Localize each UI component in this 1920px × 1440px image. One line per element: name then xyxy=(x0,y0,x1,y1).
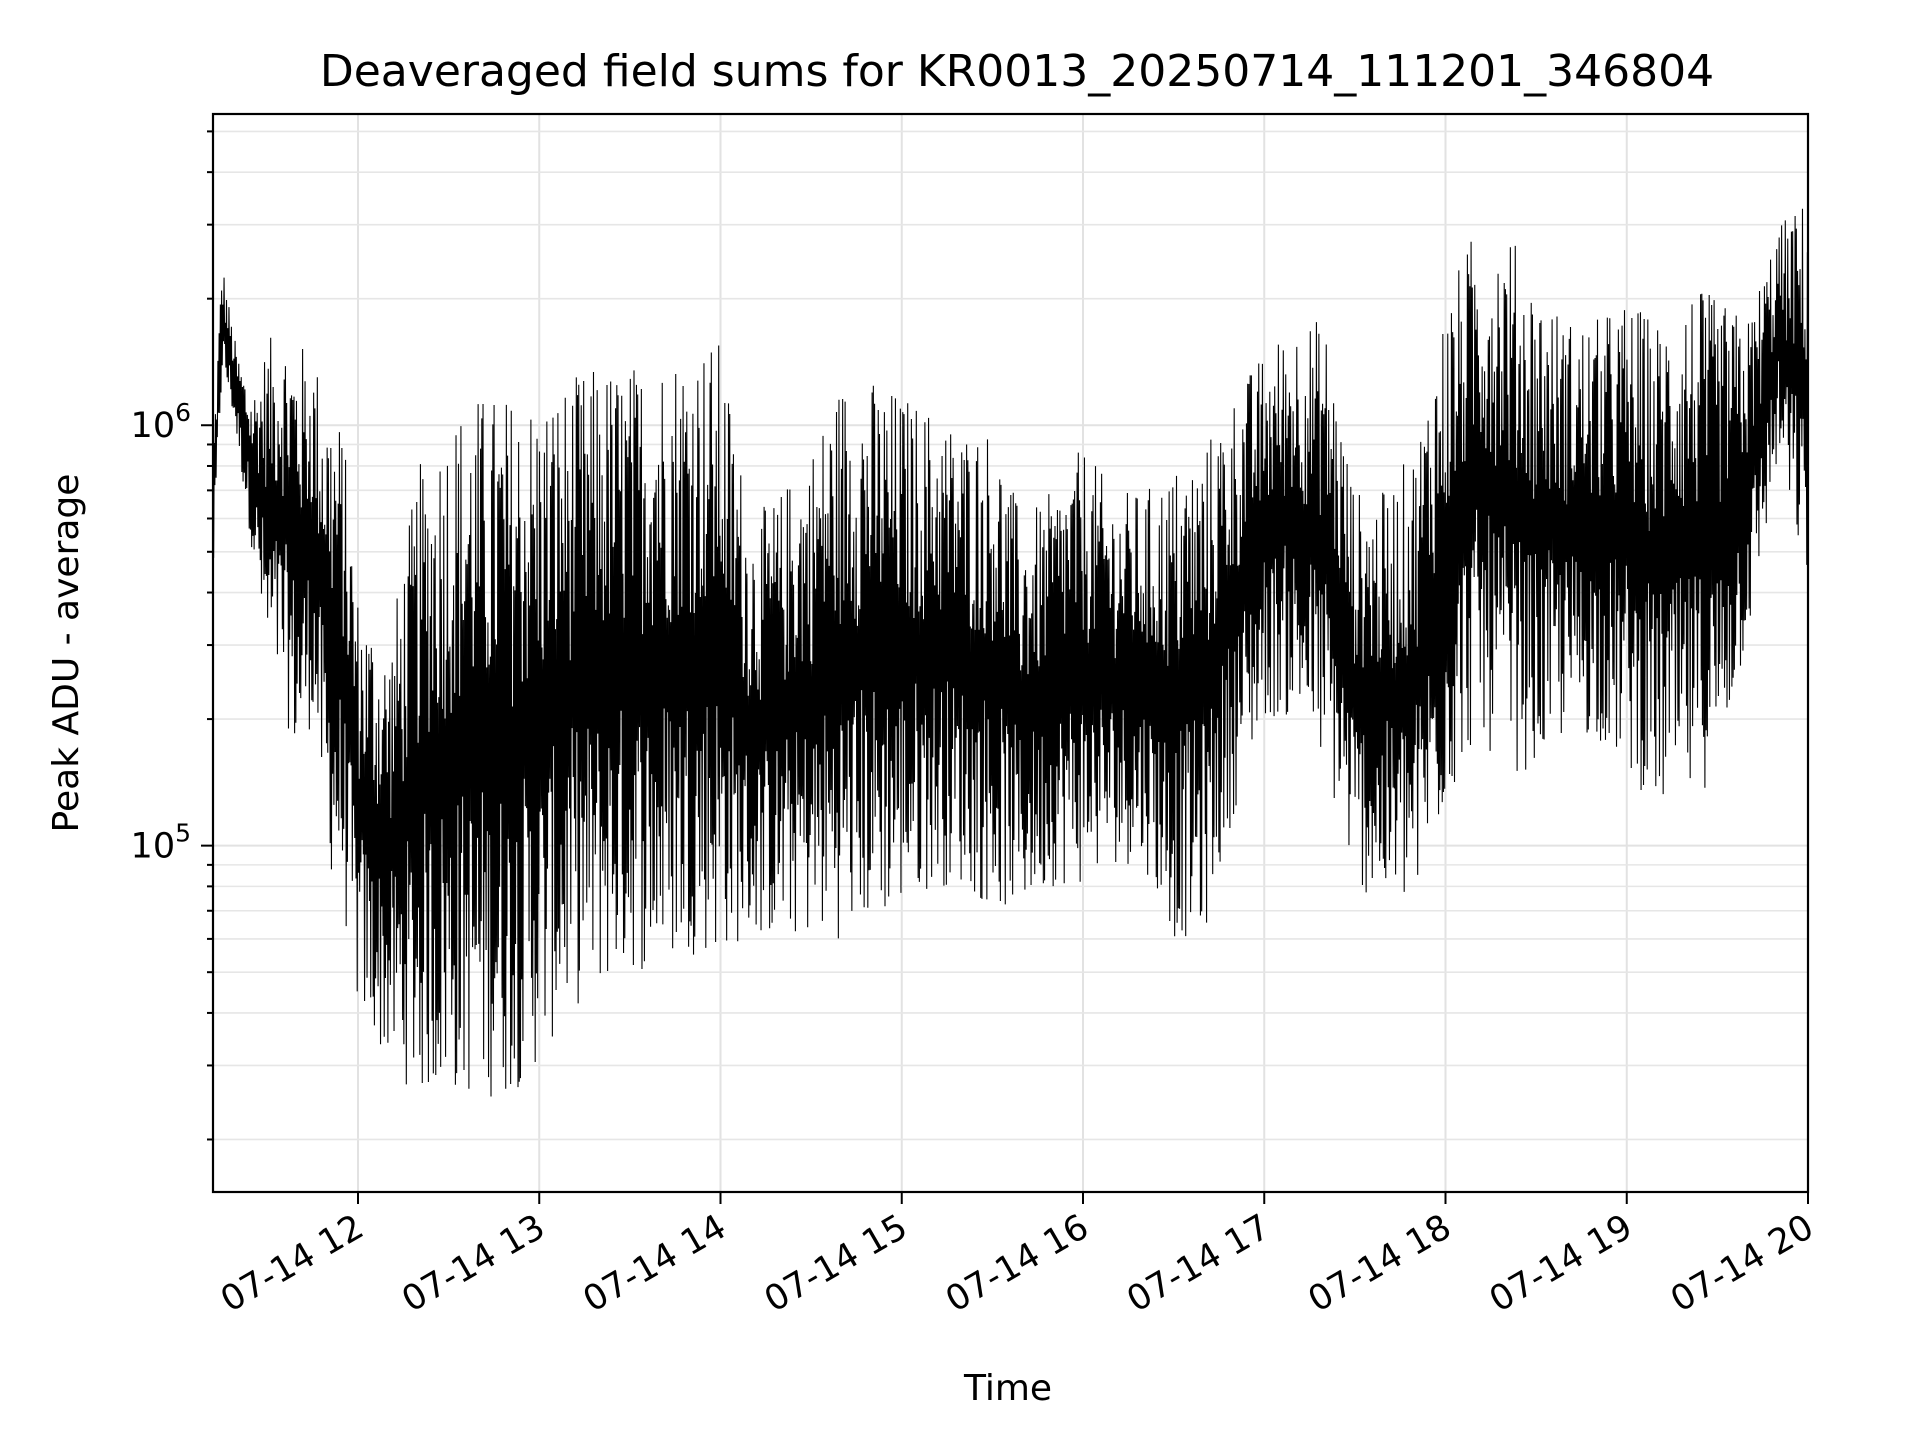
x-tick-label: 07-14 20 xyxy=(1664,1207,1820,1320)
y-axis-label: Peak ADU - average xyxy=(46,474,87,833)
y-tick-label: 106 xyxy=(131,398,191,446)
x-axis-ticks: 07-14 12 07-14 13 07-14 14 07-14 15 07-14 16… xyxy=(214,1192,1821,1320)
x-axis-label: Time xyxy=(963,1368,1052,1409)
y-axis-ticks: 105 106 xyxy=(131,130,213,1141)
data-series-line xyxy=(212,208,1809,1097)
y-tick-label: 105 xyxy=(131,819,191,867)
x-tick-label: 07-14 19 xyxy=(1483,1207,1639,1320)
x-tick-label: 07-14 12 xyxy=(214,1207,370,1320)
x-tick-label: 07-14 14 xyxy=(577,1207,733,1320)
x-tick-label: 07-14 17 xyxy=(1120,1207,1276,1320)
x-tick-label: 07-14 18 xyxy=(1302,1207,1458,1320)
x-tick-label: 07-14 16 xyxy=(939,1207,1095,1320)
x-tick-label: 07-14 13 xyxy=(395,1207,551,1320)
series-group xyxy=(212,208,1809,1097)
plot-frame xyxy=(211,112,1810,1194)
x-tick-label: 07-14 15 xyxy=(758,1207,914,1320)
chart-title: Deaveraged field sums for KR0013_2025071… xyxy=(320,46,1714,97)
